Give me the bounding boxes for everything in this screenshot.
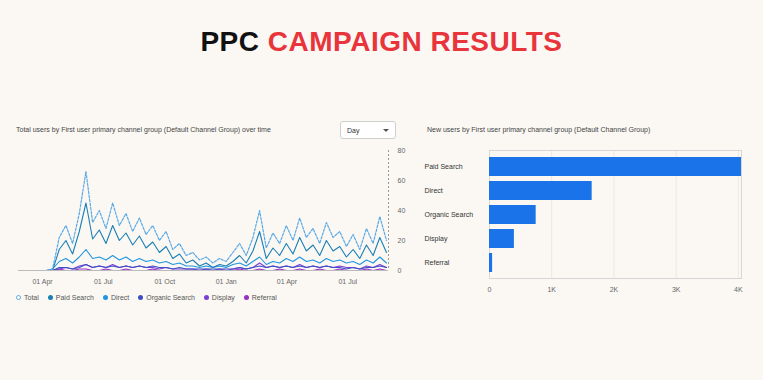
html-text:Paid Search: Paid Search: [55, 294, 94, 301]
svg-text:40: 40: [398, 207, 406, 214]
svg-text:Organic Search: Organic Search: [425, 211, 474, 219]
html-text:Organic Search: Organic Search: [146, 294, 195, 301]
svg-text:80: 80: [398, 147, 406, 154]
svg-text:Direct: Direct: [425, 187, 443, 194]
svg-text:Referral: Referral: [425, 259, 450, 266]
svg-text:60: 60: [398, 177, 406, 184]
svg-text:4K: 4K: [734, 286, 743, 293]
svg-text:20: 20: [398, 237, 406, 244]
svg-text:3K: 3K: [672, 286, 681, 293]
html-text:New users by First user primar: New users by First user primary channel …: [427, 126, 651, 133]
svg-text:01 Jul: 01 Jul: [338, 278, 357, 285]
svg-text:01 Jan: 01 Jan: [216, 278, 237, 285]
svg-text:01 Apr: 01 Apr: [32, 278, 53, 286]
html-text:Total: Total: [24, 294, 39, 301]
svg-text:01 Oct: 01 Oct: [154, 278, 175, 285]
html-text:Direct: Direct: [110, 294, 130, 301]
svg-text:01 Jul: 01 Jul: [94, 278, 113, 285]
html-text:Day: Day: [347, 126, 360, 134]
svg-text:Display: Display: [425, 235, 448, 243]
svg-text:1K: 1K: [547, 286, 556, 293]
html-text:Referral: Referral: [251, 294, 277, 301]
svg-text:2K: 2K: [610, 286, 619, 293]
svg-text:0: 0: [488, 286, 492, 293]
svg-text:01 Apr: 01 Apr: [277, 278, 298, 286]
html-text:PPC CAMPAIGN RESULTS: PPC CAMPAIGN RESULTS: [200, 26, 563, 57]
html-text:Total users by First user prim: Total users by First user primary channe…: [16, 126, 271, 133]
html-text:Display: Display: [211, 294, 235, 301]
svg-text:0: 0: [398, 267, 402, 274]
svg-text:Paid Search: Paid Search: [425, 163, 463, 170]
